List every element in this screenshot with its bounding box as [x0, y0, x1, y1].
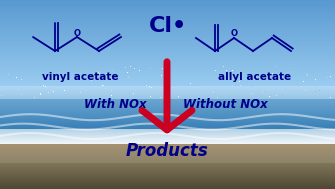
Text: allyl acetate: allyl acetate — [218, 72, 291, 82]
Text: With NOx: With NOx — [84, 98, 146, 111]
Text: O: O — [73, 29, 80, 37]
FancyArrowPatch shape — [142, 62, 192, 130]
Text: vinyl acetate: vinyl acetate — [42, 72, 118, 82]
Text: Cl•: Cl• — [148, 16, 187, 36]
Text: O: O — [230, 29, 238, 39]
Text: Without NOx: Without NOx — [183, 98, 267, 111]
Text: Products: Products — [126, 142, 209, 160]
